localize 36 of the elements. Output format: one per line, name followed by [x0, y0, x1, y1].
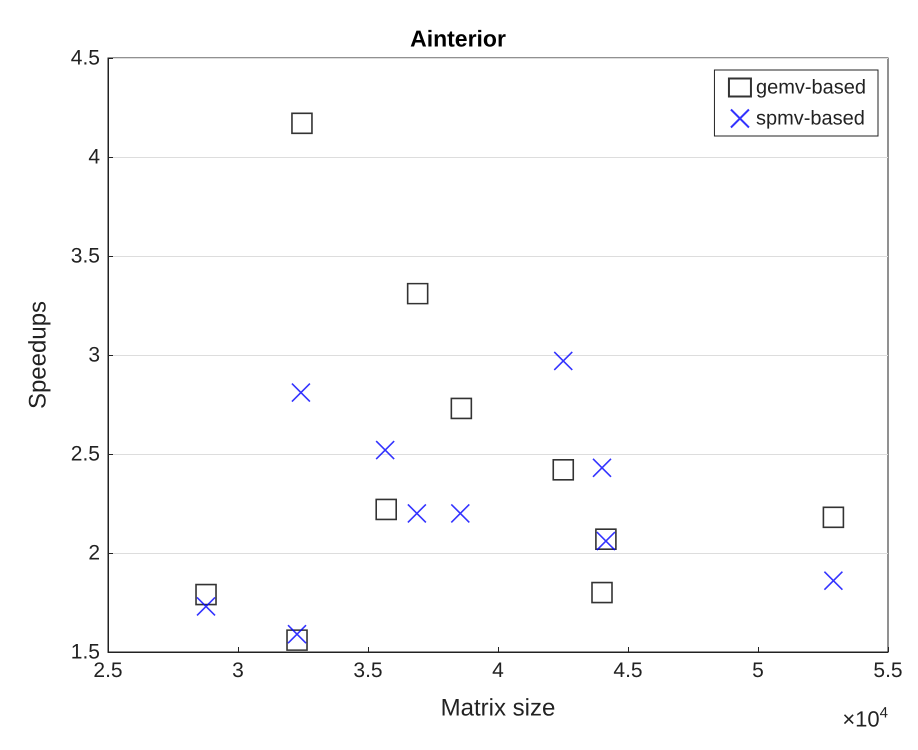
- point: [196, 596, 216, 616]
- point: [822, 506, 844, 528]
- y-tick-label: 3.5: [70, 244, 100, 268]
- y-tick-label: 1.5: [70, 640, 100, 664]
- point: [591, 582, 613, 604]
- y-tick-label: 3: [88, 344, 100, 366]
- legend-label: spmv-based: [756, 108, 865, 130]
- point: [375, 498, 397, 520]
- point: [291, 112, 313, 134]
- point: [407, 504, 427, 524]
- point: [291, 382, 311, 402]
- point: [824, 570, 844, 591]
- x-tick-label: 3: [232, 659, 244, 682]
- point: [450, 398, 472, 420]
- x-tick-label: 4: [492, 659, 504, 682]
- y-axis-title: Speedups: [24, 300, 52, 410]
- point: [195, 584, 217, 606]
- point: [552, 459, 574, 481]
- point: [375, 440, 395, 460]
- point: [450, 504, 470, 524]
- x-axis-title: Matrix size: [440, 694, 556, 722]
- point: [287, 624, 307, 644]
- y-tick-label: 2: [88, 542, 100, 564]
- x-tick-label: 5.5: [873, 659, 903, 682]
- point: [553, 351, 574, 371]
- legend-label: gemv-based: [756, 76, 866, 98]
- point: [406, 282, 428, 304]
- point: [592, 458, 612, 478]
- y-tick-label: 4: [88, 146, 100, 168]
- x-tick-label: 4.5: [613, 659, 643, 682]
- chart-title: Ainterior: [410, 26, 506, 52]
- y-tick-label: 4.5: [70, 46, 100, 70]
- y-tick-label: 2.5: [70, 442, 100, 466]
- point: [286, 629, 308, 651]
- x-tick-label: 3.5: [353, 659, 383, 682]
- x-tick-label: 5: [752, 659, 764, 682]
